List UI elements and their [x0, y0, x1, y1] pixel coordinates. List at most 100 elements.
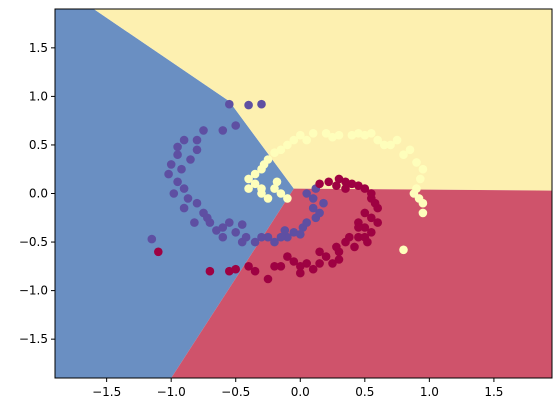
- region-yellow: [93, 9, 552, 191]
- data-point: [263, 194, 273, 203]
- data-point: [173, 150, 182, 159]
- x-tick-label: 1.0: [420, 385, 439, 399]
- data-point: [289, 135, 299, 145]
- data-point: [308, 129, 318, 138]
- data-point: [386, 140, 395, 150]
- y-tick-label: 1.5: [29, 41, 48, 55]
- data-point: [354, 232, 363, 242]
- data-point: [164, 169, 173, 179]
- data-point: [332, 242, 341, 252]
- data-point: [259, 160, 269, 169]
- y-tick-label: −1.0: [19, 284, 48, 298]
- x-tick-label: 1.5: [484, 385, 503, 399]
- data-point: [186, 155, 195, 164]
- data-point: [225, 99, 234, 109]
- data-point: [276, 232, 286, 242]
- data-point: [315, 179, 324, 189]
- data-point: [321, 129, 331, 138]
- data-point: [244, 262, 253, 271]
- data-point: [218, 223, 228, 232]
- data-point: [341, 184, 350, 193]
- data-point: [244, 174, 253, 184]
- data-point: [263, 274, 273, 284]
- data-point: [257, 232, 266, 242]
- data-point: [315, 259, 324, 268]
- data-point: [231, 228, 240, 237]
- data-point: [321, 252, 331, 261]
- data-point: [379, 140, 389, 150]
- data-point: [270, 237, 279, 247]
- data-point: [244, 184, 253, 193]
- data-point: [315, 247, 324, 257]
- data-point: [315, 208, 324, 218]
- data-point: [418, 198, 428, 208]
- data-point: [257, 99, 266, 109]
- data-point: [367, 189, 376, 198]
- data-point: [354, 181, 363, 190]
- data-point: [308, 194, 318, 203]
- x-tick-label: −1.0: [157, 385, 186, 399]
- data-point: [319, 198, 328, 208]
- data-point: [192, 135, 202, 145]
- data-point: [199, 126, 208, 135]
- data-point: [276, 145, 286, 155]
- data-point: [418, 208, 428, 218]
- data-point: [302, 189, 312, 198]
- data-point: [212, 226, 221, 235]
- x-tick-label: 0.5: [355, 385, 374, 399]
- data-point: [341, 177, 350, 187]
- data-point: [218, 232, 228, 242]
- data-point: [367, 129, 376, 138]
- data-point: [347, 130, 357, 140]
- data-point: [392, 135, 402, 145]
- data-point: [354, 223, 363, 232]
- data-point: [405, 145, 415, 155]
- data-point: [237, 220, 247, 229]
- data-point: [283, 194, 292, 203]
- data-point: [169, 189, 179, 198]
- data-point: [192, 145, 202, 155]
- data-point: [350, 242, 359, 252]
- data-point: [283, 252, 292, 261]
- data-point: [418, 164, 428, 174]
- data-point: [373, 135, 383, 145]
- data-point: [250, 169, 260, 179]
- data-point: [147, 234, 157, 244]
- data-point: [334, 174, 344, 184]
- data-point: [283, 140, 292, 150]
- data-point: [360, 208, 370, 218]
- data-point: [416, 174, 425, 184]
- data-point: [270, 262, 279, 271]
- data-point: [399, 150, 408, 159]
- data-point: [328, 132, 337, 142]
- data-point: [334, 255, 344, 264]
- data-point: [225, 218, 234, 227]
- data-point: [328, 259, 337, 268]
- data-point: [192, 198, 202, 208]
- data-point: [231, 264, 240, 274]
- y-tick-label: 0.0: [29, 187, 48, 201]
- y-axis: 1.5 1.0 0.5 0.0 −0.5 −1.0 −1.5: [19, 41, 55, 346]
- data-point: [367, 228, 376, 237]
- data-point: [250, 266, 260, 276]
- x-tick-label: −1.5: [92, 385, 121, 399]
- data-point: [270, 184, 279, 193]
- data-point: [173, 177, 182, 187]
- data-point: [345, 232, 354, 242]
- data-point: [296, 262, 305, 271]
- x-tick-label: 0.0: [291, 385, 310, 399]
- data-point: [296, 268, 305, 278]
- data-point: [276, 262, 286, 271]
- data-point: [257, 184, 266, 193]
- data-point: [296, 230, 305, 239]
- data-point: [283, 232, 292, 242]
- data-point: [360, 184, 370, 193]
- data-point: [289, 228, 299, 237]
- data-point: [302, 218, 312, 227]
- data-point: [276, 189, 286, 198]
- data-point: [173, 142, 182, 152]
- data-point: [177, 164, 186, 174]
- data-point: [205, 266, 215, 276]
- data-point: [154, 247, 163, 257]
- data-point: [308, 264, 318, 274]
